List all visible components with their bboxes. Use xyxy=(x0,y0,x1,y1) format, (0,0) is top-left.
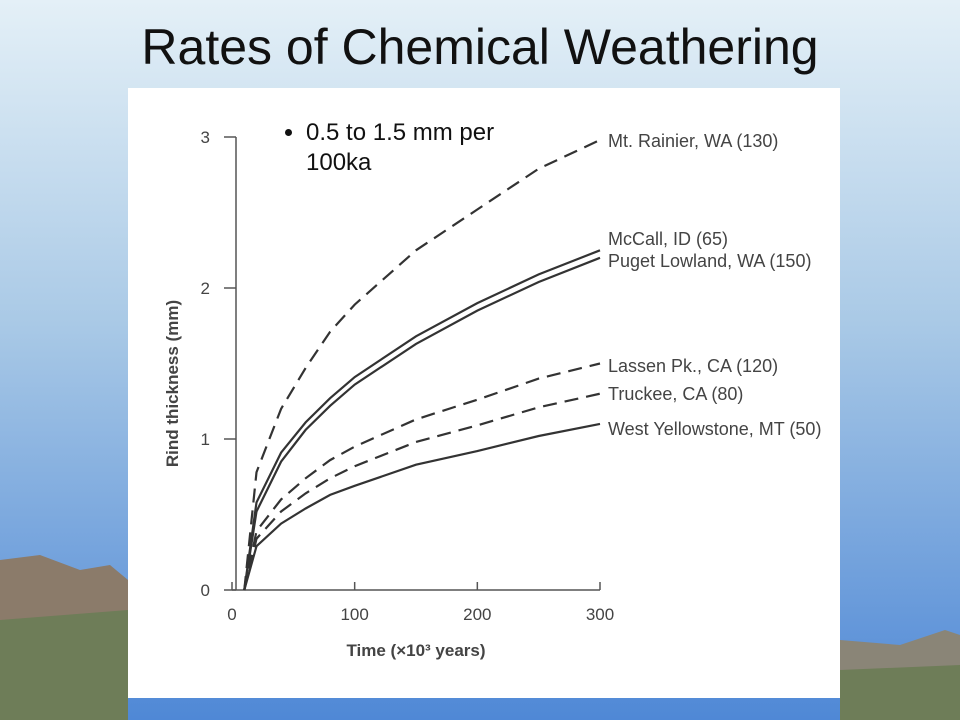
y-tick-label: 3 xyxy=(201,128,210,147)
title: Rates of Chemical Weathering xyxy=(141,19,819,75)
series-label: Lassen Pk., CA (120) xyxy=(608,356,779,376)
x-tick-label: 100 xyxy=(340,605,368,624)
series-line xyxy=(243,392,601,591)
series-label: Puget Lowland, WA (150) xyxy=(608,251,812,271)
y-tick-label: 1 xyxy=(201,430,210,449)
series-line xyxy=(243,256,601,591)
series-line xyxy=(243,422,601,591)
series-line xyxy=(243,249,601,591)
y-tick-label: 2 xyxy=(201,279,210,298)
series-label: West Yellowstone, MT (50) xyxy=(608,419,822,439)
series-label: Mt. Rainier, WA (130) xyxy=(608,131,779,151)
x-axis-label: Time (×10³ years) xyxy=(346,641,485,660)
chart: 0 1 2 3 0 100 200 300 Time (×10³ years) Rind thic… xyxy=(163,128,614,660)
annotation: 0.5 to 1.5 mm per 100ka xyxy=(276,118,536,178)
y-axis-label: Rind thickness (mm) xyxy=(163,300,182,467)
series-line xyxy=(243,362,601,591)
chart-panel: 0 1 2 3 0 100 200 300 Time (×10³ years) Rind thic… xyxy=(128,88,840,698)
series-line xyxy=(243,139,601,591)
x-tick-label: 300 xyxy=(586,605,614,624)
x-tick-label: 200 xyxy=(463,605,491,624)
y-tick-label: 0 xyxy=(201,581,210,600)
annotation-text: 0.5 to 1.5 mm per 100ka xyxy=(306,118,536,178)
series-label: Truckee, CA (80) xyxy=(608,384,744,404)
x-tick-label: 0 xyxy=(227,605,236,624)
series-label: McCall, ID (65) xyxy=(608,229,729,249)
